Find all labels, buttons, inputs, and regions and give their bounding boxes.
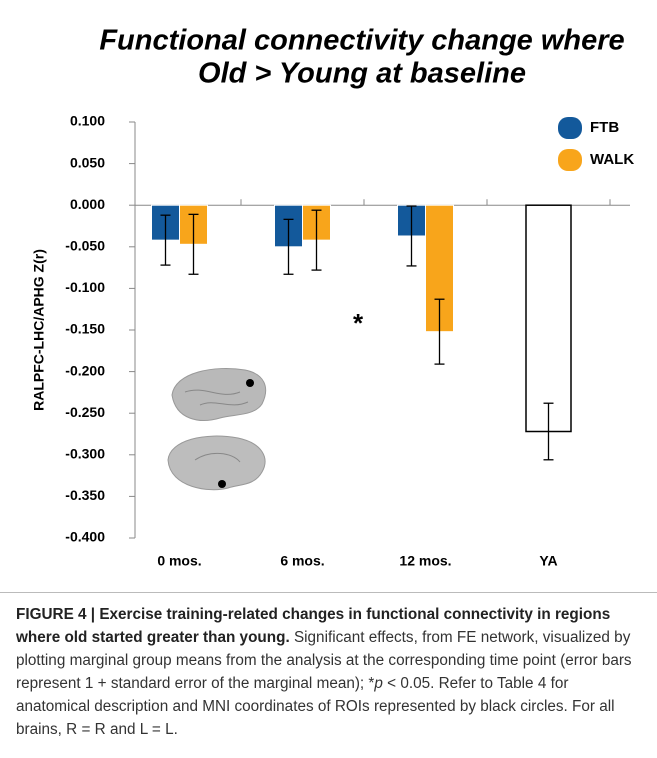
error-bar (188, 213, 199, 275)
error-bar (160, 214, 171, 266)
y-tick-label: 0.100 (70, 113, 105, 129)
chart-title: Functional connectivity change where (99, 25, 624, 57)
y-tick-label: -0.300 (65, 446, 105, 462)
roi-dot (246, 379, 254, 387)
caption-text: < 0.05. Refer to Table 4 for anatomical … (16, 675, 615, 738)
x-tick-label: 6 mos. (280, 553, 324, 569)
y-tick-label: 0.050 (70, 154, 105, 170)
brain-sulci (184, 389, 249, 406)
chart: Functional connectivity change where Old… (31, 25, 635, 569)
error-bar (434, 298, 445, 365)
error-bar (406, 205, 417, 267)
brain-sulci (194, 453, 241, 463)
figure-caption: FIGURE 4 | Exercise training-related cha… (0, 592, 657, 758)
x-tick-label: 0 mos. (157, 553, 201, 569)
legend-swatch (558, 117, 582, 139)
y-tick-label: 0.000 (70, 196, 105, 212)
x-tick-label: YA (539, 553, 557, 569)
brain-medial (167, 435, 266, 491)
y-tick-label: -0.150 (65, 321, 105, 337)
y-axis-label: RALPFC-LHC/APHG Z(r) (31, 249, 47, 411)
error-bar (311, 209, 322, 271)
y-tick-label: -0.100 (65, 279, 105, 295)
y-tick-label: -0.050 (65, 238, 105, 254)
y-tick-label: -0.350 (65, 487, 105, 503)
caption-text: Significant effects, from FE network, vi… (16, 629, 632, 692)
y-tick-label: -0.200 (65, 362, 105, 378)
annotation: * (353, 308, 364, 338)
error-bar (283, 218, 294, 275)
y-tick-label: -0.250 (65, 404, 105, 420)
y-tick-label: -0.400 (65, 529, 105, 545)
error-bar (543, 402, 554, 461)
legend-label: FTB (590, 119, 619, 136)
roi-dot (218, 480, 226, 488)
caption-bold: FIGURE 4 | Exercise training-related cha… (16, 606, 611, 646)
legend-swatch (558, 149, 582, 171)
brain-images (167, 367, 267, 491)
brain-lateral (171, 367, 267, 421)
x-tick-label: 12 mos. (399, 553, 451, 569)
chart-title: Old > Young at baseline (198, 58, 526, 90)
legend-label: WALK (590, 151, 634, 168)
bar (525, 204, 572, 433)
caption-p: p (374, 675, 383, 692)
